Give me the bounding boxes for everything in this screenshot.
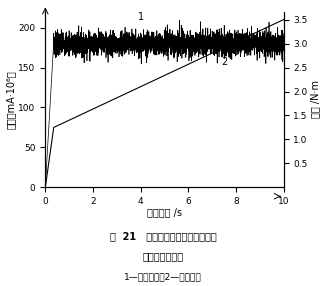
Text: 图  21   刀盘转矩的仿真信号与比例: 图 21 刀盘转矩的仿真信号与比例 [110, 231, 216, 241]
Text: 1—刀盘转矩；2—调速电流: 1—刀盘转矩；2—调速电流 [124, 272, 202, 281]
Text: 溢流阀调节信号: 溢流阀调节信号 [142, 251, 184, 261]
X-axis label: 仿真时间 /s: 仿真时间 /s [147, 208, 182, 218]
Text: 1: 1 [138, 12, 144, 22]
Y-axis label: 电流（mA·10⁶）: 电流（mA·10⁶） [6, 70, 16, 129]
Y-axis label: 转矩 /N·m: 转矩 /N·m [310, 80, 320, 118]
Text: 2: 2 [222, 57, 228, 67]
